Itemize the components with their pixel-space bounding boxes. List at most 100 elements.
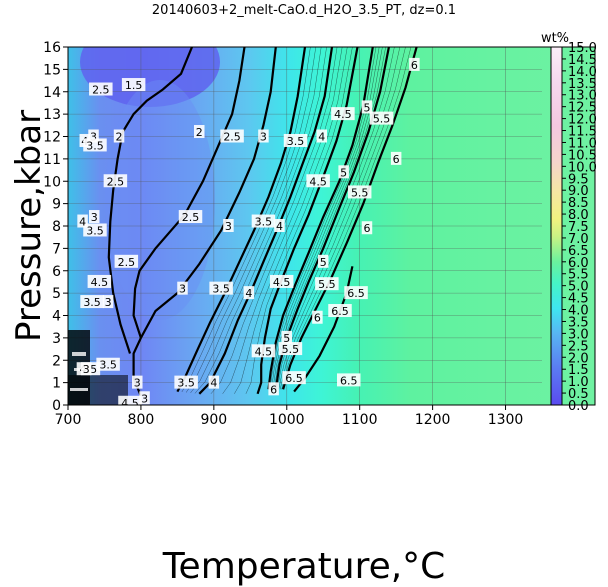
colorbar-tick-label: 8.5 bbox=[568, 196, 589, 211]
x-tick-label: 1200 bbox=[415, 412, 451, 428]
contour-label: 3.5 bbox=[96, 357, 120, 372]
contour-label: 4 bbox=[208, 375, 220, 390]
contour-label-text: 5 bbox=[363, 101, 370, 114]
minor-contour-line bbox=[269, 47, 377, 390]
contour-labels: 1.522.52.52.52.52.523333333.53.53.53.53.… bbox=[76, 57, 420, 405]
y-tick-label: 0 bbox=[52, 398, 61, 414]
contour-label: 4 bbox=[243, 286, 255, 300]
contour-label-text: 4 bbox=[79, 216, 86, 229]
colorbar-label: wt% bbox=[541, 31, 569, 46]
colorbar-tick-label: 14.0 bbox=[568, 65, 597, 80]
x-tick-label: 1300 bbox=[488, 412, 524, 428]
colorbar-tick-label: 0.5 bbox=[568, 387, 589, 402]
x-axis-ticks: 700 800 900 1000 1100 1200 1300 bbox=[55, 405, 524, 428]
contour-label-text: 3.5 bbox=[99, 359, 117, 372]
colorbar-tick-label: 11.0 bbox=[568, 136, 597, 151]
colorbar-tick-label: 0.0 bbox=[568, 399, 589, 414]
contour-label-text: 3 bbox=[225, 220, 232, 233]
contour-label: 6.5 bbox=[282, 371, 306, 385]
contour-label: 4.5 bbox=[306, 174, 330, 188]
y-tick-label: 5 bbox=[52, 286, 61, 302]
contour-label: 5.5 bbox=[347, 185, 372, 199]
contour-label-text: 2.5 bbox=[182, 211, 200, 224]
contour-label: 3 bbox=[88, 129, 99, 144]
contour-label-text: 4 bbox=[245, 287, 252, 300]
x-axis-label: Temperature,°C bbox=[162, 546, 446, 587]
contour-line bbox=[132, 47, 277, 397]
contour-label: 4.5 bbox=[331, 107, 355, 121]
y-tick-label: 1 bbox=[52, 376, 61, 392]
contour-label: 4 bbox=[77, 214, 88, 229]
contour-label-text: 6 bbox=[314, 312, 321, 325]
contour-label-text: 2.5 bbox=[92, 84, 110, 97]
contour-label: 1.5 bbox=[121, 78, 146, 92]
contour-label-text: 3 bbox=[83, 363, 90, 376]
contour-label: 2.5 bbox=[220, 129, 244, 144]
contour-label-text: 5 bbox=[340, 166, 347, 179]
colorbar-tick-label: 2.5 bbox=[568, 339, 589, 354]
x-tick-label: 1000 bbox=[269, 412, 305, 428]
colorbar-fill bbox=[550, 46, 563, 406]
contour-label: 2 bbox=[113, 129, 125, 144]
contour-label: 3.5 bbox=[83, 223, 107, 237]
contour-label-text: 3 bbox=[134, 377, 141, 390]
contour-label: 5.5 bbox=[369, 111, 394, 126]
contour-label-text: 3 bbox=[179, 283, 186, 296]
y-tick-label: 13 bbox=[43, 107, 61, 123]
contour-label: 2.5 bbox=[89, 82, 113, 97]
colorbar-tick-label: 3.5 bbox=[568, 315, 589, 330]
colorbar-tick-label: 7.5 bbox=[568, 220, 589, 235]
colorbar-tick-label: 4.5 bbox=[568, 292, 589, 307]
colorbar-tick-label: 5.0 bbox=[568, 280, 589, 295]
contour-label-text: 2 bbox=[196, 126, 203, 139]
contour-label-text: 6.5 bbox=[331, 305, 349, 318]
contour-label: 4.5 bbox=[118, 395, 142, 405]
colorbar-tick-label: 9.5 bbox=[568, 172, 589, 187]
contour-label: 5 bbox=[361, 100, 373, 114]
contour-label-text: 5.5 bbox=[373, 113, 391, 126]
y-tick-label: 11 bbox=[43, 152, 61, 168]
contour-label: 3 bbox=[89, 210, 100, 224]
contour-label-text: 1.5 bbox=[125, 79, 143, 92]
minor-contour-line bbox=[190, 47, 322, 394]
contour-label-text: 2.5 bbox=[107, 175, 125, 188]
colorbar-tick-label: 1.5 bbox=[568, 363, 589, 378]
colorbar-tick-label: 7.0 bbox=[568, 232, 589, 247]
colorbar-tick-label: 1.0 bbox=[568, 375, 589, 390]
contour-label: 4.5 bbox=[251, 344, 276, 358]
colorbar-ticks: 0.00.51.01.52.02.53.03.54.04.55.05.56.06… bbox=[562, 41, 597, 414]
colorbar-tick-label: 2.0 bbox=[568, 351, 589, 366]
contour-label-text: 5.5 bbox=[282, 343, 300, 356]
contour-label-text: 3 bbox=[105, 296, 112, 309]
colorbar-tick-label: 9.0 bbox=[568, 184, 589, 199]
colorbar-tick-label: 12.5 bbox=[568, 101, 597, 116]
y-tick-label: 6 bbox=[52, 264, 61, 280]
x-tick-label: 800 bbox=[128, 412, 155, 428]
contour-label: 6 bbox=[390, 151, 402, 166]
contour-line bbox=[176, 47, 307, 393]
contour-label: 2.5 bbox=[103, 174, 128, 188]
contour-label-text: 3 bbox=[90, 131, 97, 144]
colorbar-tick-label: 6.0 bbox=[568, 256, 589, 271]
colorbar-tick-label: 6.5 bbox=[568, 244, 589, 259]
contour-label: 3.5 bbox=[174, 375, 198, 390]
colorbar-tick-label: 8.0 bbox=[568, 208, 589, 223]
colorbar-tick-label: 10.5 bbox=[568, 148, 597, 163]
contour-label: 3 bbox=[258, 129, 269, 144]
contour-label: 4.5 bbox=[269, 274, 294, 289]
contour-label-text: 6 bbox=[363, 222, 370, 235]
contour-label-text: 3 bbox=[91, 211, 98, 224]
colorbar-tick-label: 13.0 bbox=[568, 89, 597, 104]
colorbar-tick-label: 12.0 bbox=[568, 113, 597, 128]
y-tick-label: 8 bbox=[52, 219, 61, 235]
contour-line bbox=[107, 47, 194, 354]
contour-label: 5.5 bbox=[278, 342, 303, 356]
contour-label: 3.5 bbox=[83, 138, 107, 152]
contour-label-text: 3 bbox=[260, 131, 267, 144]
minor-contour-line bbox=[234, 47, 348, 394]
contour-line bbox=[256, 47, 359, 395]
contour-label: 6 bbox=[268, 382, 279, 396]
contour-label-text: 3.5 bbox=[83, 296, 101, 309]
